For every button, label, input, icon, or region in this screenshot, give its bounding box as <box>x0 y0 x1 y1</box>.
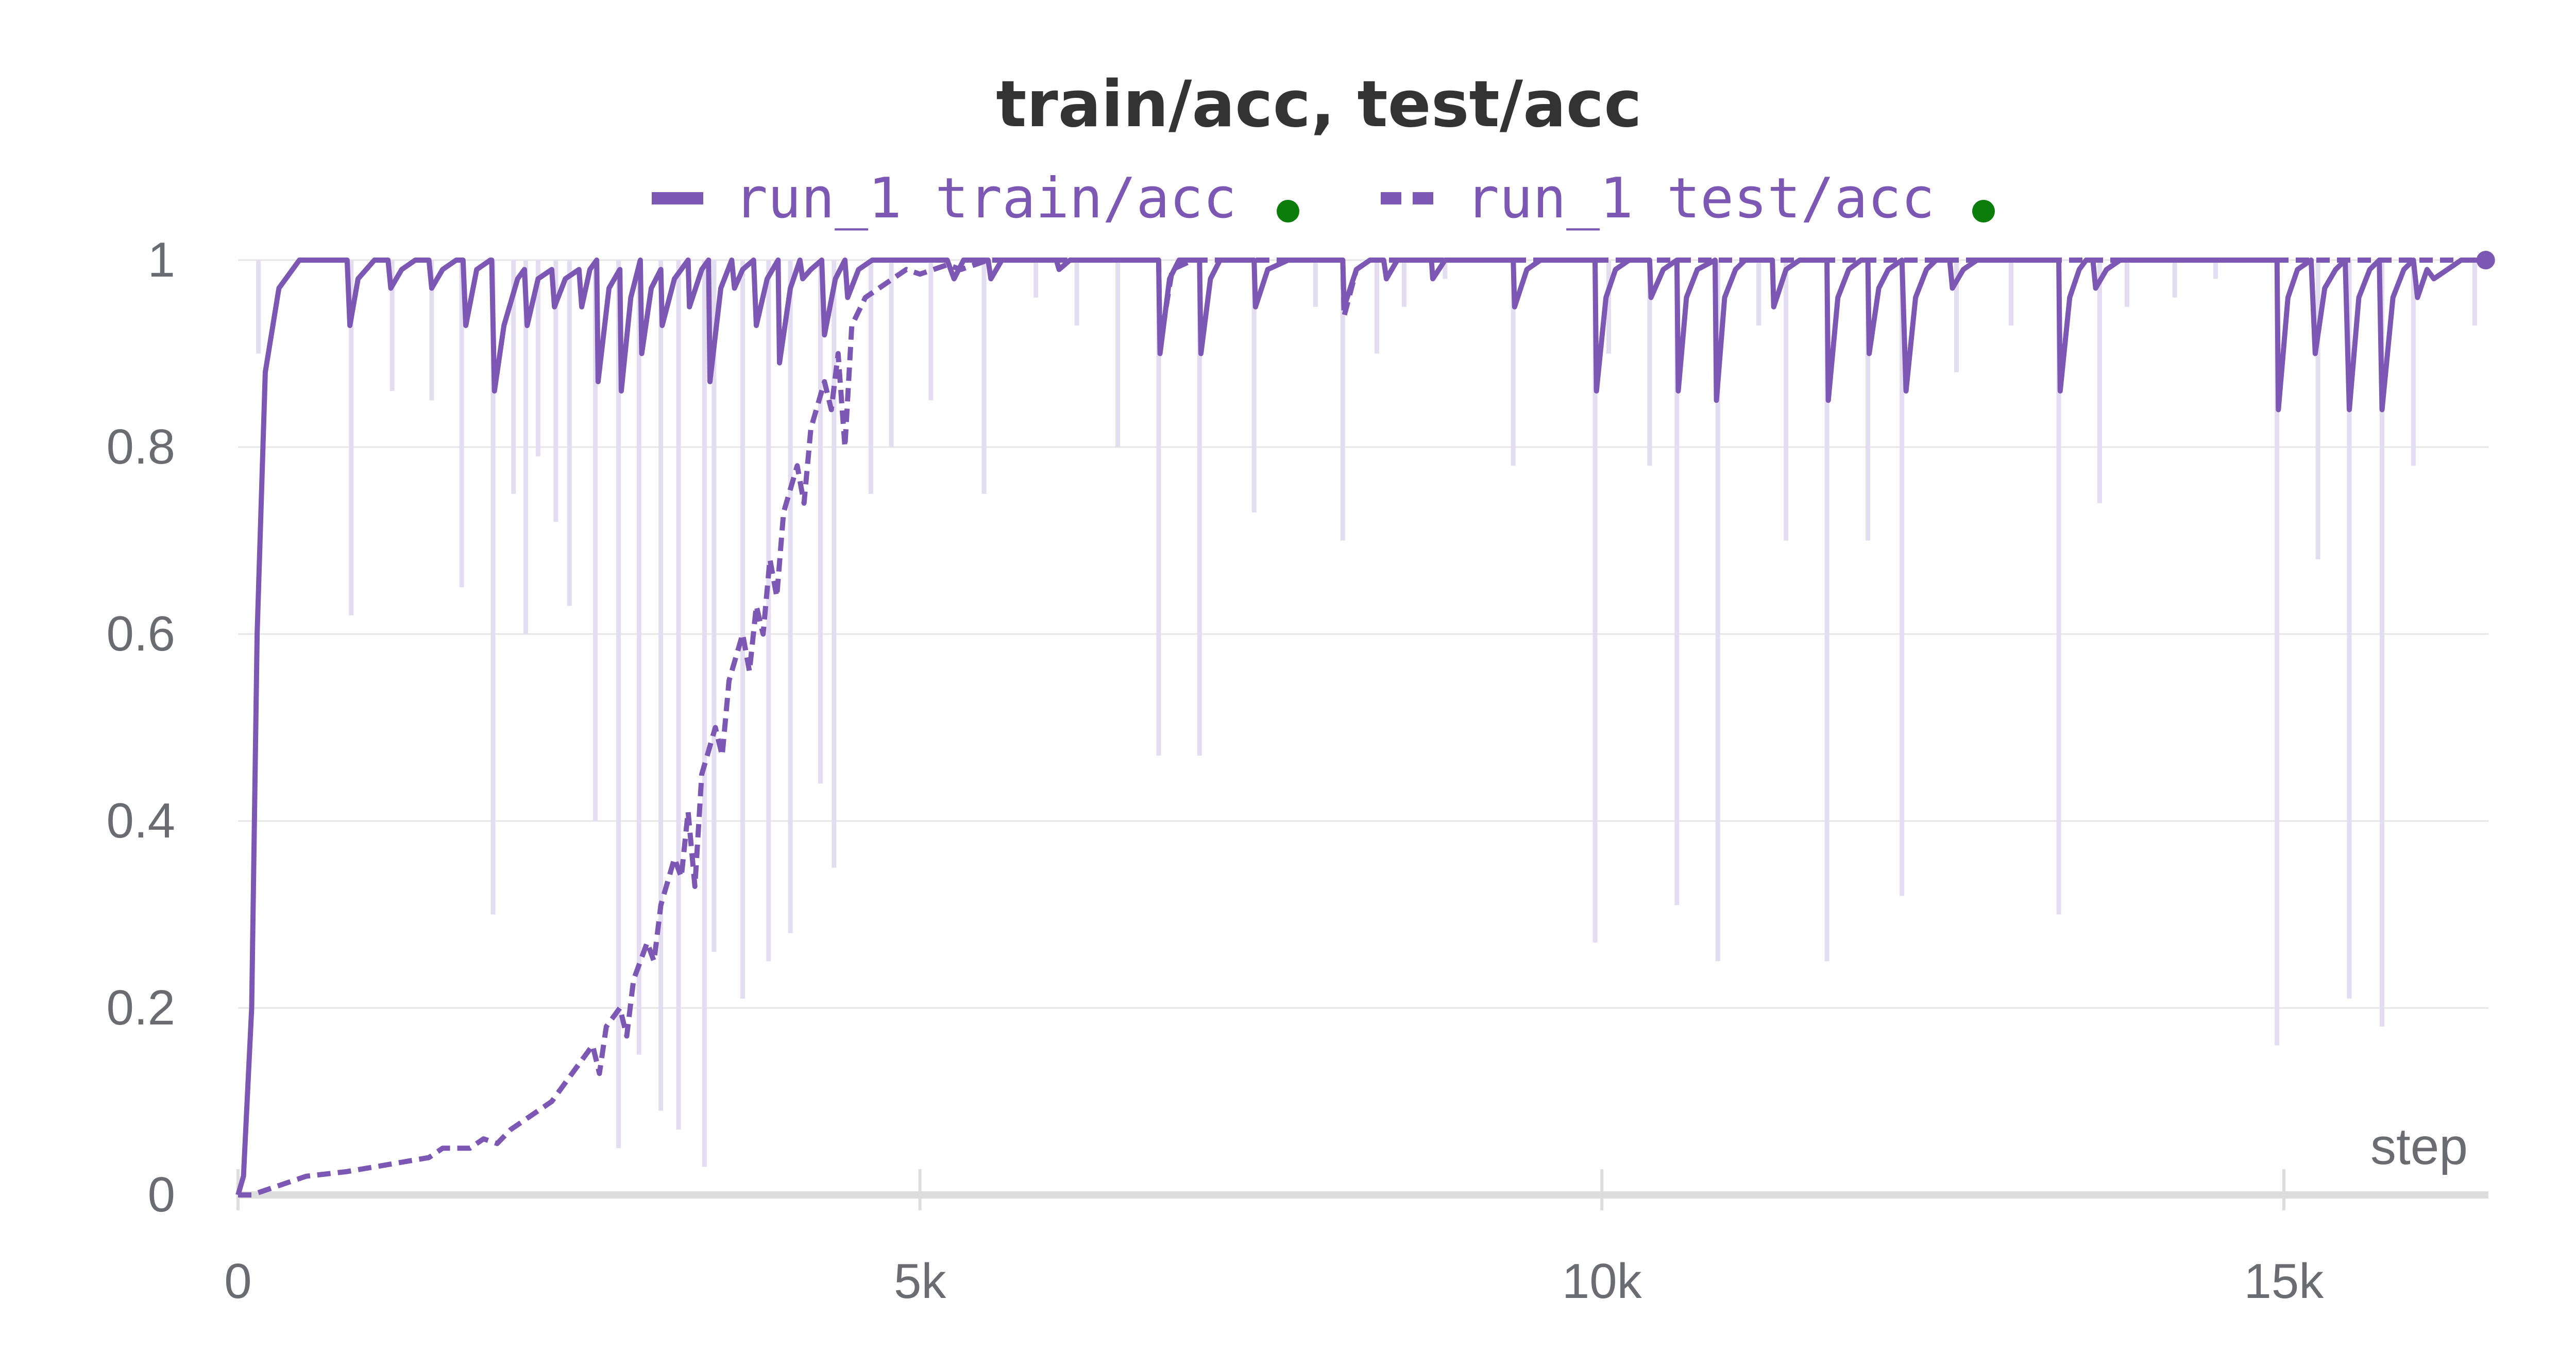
y-tick-label: 0.2 <box>107 980 175 1035</box>
y-axis: 0 0.2 0.4 0.6 0.8 1 <box>107 232 175 1222</box>
y-tick-label: 0.6 <box>107 606 175 661</box>
legend-label-train: run_1 train/acc <box>734 166 1236 231</box>
series-line-test <box>238 258 2486 1198</box>
grid <box>238 259 2488 1009</box>
legend-item-test[interactable]: run_1 test/acc <box>1381 166 1995 231</box>
series-layer <box>235 251 2495 1198</box>
legend-label-test: run_1 test/acc <box>1466 166 1935 231</box>
x-axis: 0 5k 10k 15k <box>224 1169 2488 1309</box>
x-axis-label: step <box>2370 1118 2468 1175</box>
y-tick-label: 1 <box>148 232 175 287</box>
y-tick-label: 0.8 <box>107 419 175 474</box>
series-end-point <box>2476 251 2495 269</box>
legend-item-train[interactable]: run_1 train/acc <box>652 166 1299 231</box>
chart-title: train/acc, test/acc <box>996 67 1642 142</box>
x-tick-label: 5k <box>894 1254 946 1309</box>
series-line-train <box>235 258 2486 1196</box>
x-tick-label: 10k <box>1562 1254 1642 1309</box>
legend-status-dot-test <box>1972 200 1995 223</box>
y-tick-label: 0.4 <box>107 793 175 848</box>
legend[interactable]: run_1 train/acc run_1 test/acc <box>652 166 1995 231</box>
x-tick-label: 0 <box>224 1254 251 1309</box>
x-tick-label: 15k <box>2244 1254 2325 1309</box>
legend-status-dot-train <box>1277 200 1299 223</box>
raw-data-layer <box>256 260 2478 1167</box>
y-tick-label: 0 <box>148 1167 175 1222</box>
